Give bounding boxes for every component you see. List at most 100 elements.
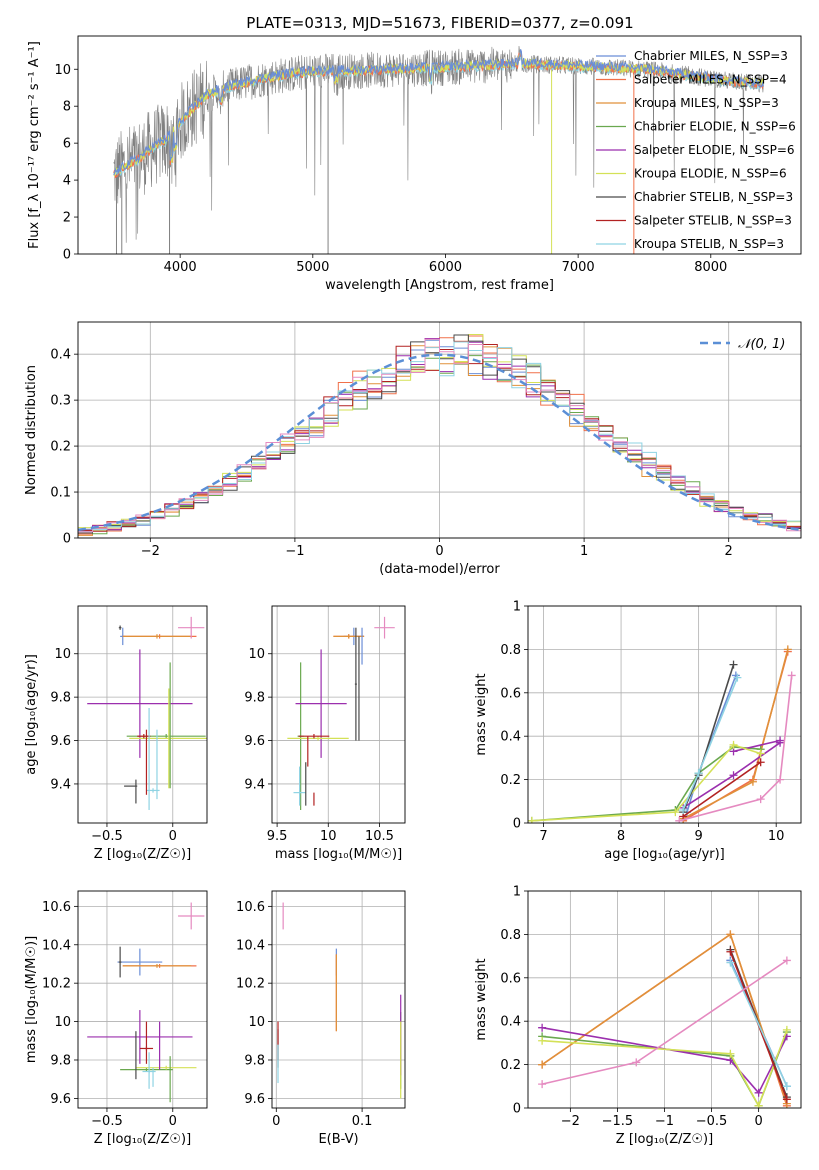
y-tick-label: 10 bbox=[54, 63, 71, 78]
plot-area bbox=[113, 45, 764, 254]
y-tick-label: 9.4 bbox=[244, 777, 265, 792]
legend-label: Salpeter MILES, N_SSP=4 bbox=[634, 73, 787, 87]
axes: 4000 5000 6000 7000 8000 0 2 4 6 8 10 wavelength [A… bbox=[27, 35, 802, 293]
weight-marker bbox=[776, 775, 785, 784]
x-axis-label: Z [log₁₀(Z/Z☉)] bbox=[94, 1132, 191, 1147]
panel-spectrum: 4000 5000 6000 7000 8000 0 2 4 6 8 10 wavelength [A… bbox=[27, 35, 802, 293]
model-spectrum-chabrier-miles bbox=[113, 49, 764, 176]
y-tick-label: 9.8 bbox=[244, 1053, 265, 1068]
x-tick-label: −1.5 bbox=[602, 1114, 634, 1129]
y-tick-label: 10 bbox=[54, 1015, 71, 1030]
y-axis-label: mass weight bbox=[474, 673, 489, 755]
y-tick-label: 6 bbox=[63, 137, 71, 152]
x-tick-label: 8 bbox=[617, 829, 625, 844]
weight-marker bbox=[726, 947, 735, 956]
x-tick-label: 9.5 bbox=[267, 829, 288, 844]
weight-marker bbox=[754, 1088, 763, 1097]
plot-area bbox=[538, 930, 791, 1108]
errorbar-point bbox=[118, 946, 122, 978]
weight-line bbox=[541, 1026, 788, 1095]
legend-label: Salpeter STELIB, N_SSP=3 bbox=[634, 214, 792, 228]
errorbar-point bbox=[298, 734, 330, 739]
weight-marker bbox=[733, 673, 742, 682]
weight-marker bbox=[776, 736, 785, 745]
y-tick-label: 10.6 bbox=[236, 900, 265, 915]
weight-marker bbox=[787, 671, 796, 680]
errorbar-point bbox=[287, 736, 349, 741]
legend-label: Chabrier ELODIE, N_SSP=6 bbox=[634, 120, 796, 134]
x-tick-label: 7 bbox=[539, 829, 547, 844]
x-tick-label: 4000 bbox=[164, 260, 197, 275]
plot-area bbox=[78, 334, 801, 536]
y-tick-label: 9.8 bbox=[244, 691, 265, 706]
y-tick-label: 1 bbox=[513, 885, 521, 900]
y-tick-label: 0.4 bbox=[500, 730, 521, 745]
weight-marker bbox=[756, 749, 765, 758]
x-tick-label: 0 bbox=[169, 829, 177, 844]
weight-marker bbox=[754, 1101, 763, 1108]
panel-weight-vs-age: 7 8 9 10 0 0.2 0.4 0.6 0.8 1 age [log₁₀(age/yr)] ma… bbox=[474, 600, 802, 862]
y-tick-label: 0.2 bbox=[50, 440, 71, 455]
y-axis-label: mass weight bbox=[474, 958, 489, 1040]
y-tick-label: 2 bbox=[63, 211, 71, 226]
weight-line bbox=[682, 761, 762, 818]
x-tick-label: −0.5 bbox=[91, 829, 123, 844]
axes-frame bbox=[77, 321, 802, 539]
axes-frame bbox=[527, 890, 802, 1109]
axes-frame bbox=[77, 890, 208, 1109]
weight-marker bbox=[782, 1082, 791, 1091]
y-tick-label: 9.6 bbox=[50, 1092, 71, 1107]
y-tick-label: 9.4 bbox=[50, 777, 71, 792]
figure-title: PLATE=0313, MJD=51673, FIBERID=0377, z=0… bbox=[246, 14, 633, 32]
x-tick-label: 0 bbox=[754, 1114, 762, 1129]
y-tick-label: 0 bbox=[63, 532, 71, 547]
grid bbox=[528, 605, 801, 824]
x-tick-label: 7000 bbox=[562, 260, 595, 275]
x-tick-label: −0.5 bbox=[91, 1114, 123, 1129]
y-tick-label: 0 bbox=[513, 1102, 521, 1117]
plot-area bbox=[528, 645, 796, 823]
axes-frame bbox=[77, 35, 802, 255]
legend-label: Salpeter ELODIE, N_SSP=6 bbox=[634, 143, 795, 157]
plot-area bbox=[87, 902, 205, 1103]
y-tick-label: 0.1 bbox=[50, 486, 71, 501]
y-axis-label: Flux [f_λ 10⁻¹⁷ erg cm⁻² s⁻¹ A⁻¹] bbox=[27, 41, 42, 249]
weight-marker bbox=[782, 956, 791, 965]
weight-marker bbox=[538, 1036, 547, 1045]
y-tick-label: 9.6 bbox=[50, 734, 71, 749]
x-axis-label: age [log₁₀(age/yr)] bbox=[604, 847, 725, 862]
x-tick-label: 6000 bbox=[429, 260, 462, 275]
weight-marker bbox=[729, 660, 738, 669]
errorbar-point bbox=[118, 625, 122, 630]
weight-marker bbox=[783, 645, 792, 654]
y-tick-label: 0.8 bbox=[500, 643, 521, 658]
y-tick-label: 9.6 bbox=[244, 734, 265, 749]
panel-residuals: −2 −1 0 1 2 0 0.1 0.2 0.3 0.4 (data-model)/error No… bbox=[24, 321, 802, 577]
weight-marker bbox=[726, 930, 735, 939]
x-tick-label: 10.5 bbox=[365, 829, 394, 844]
errorbar-point bbox=[137, 734, 151, 739]
plot-area bbox=[87, 616, 207, 810]
x-tick-label: 5000 bbox=[296, 260, 329, 275]
legend-label: Kroupa MILES, N_SSP=3 bbox=[634, 96, 779, 110]
legend: 𝒩(0, 1) bbox=[700, 337, 785, 352]
weight-marker bbox=[632, 1058, 641, 1067]
x-tick-label: −1 bbox=[285, 544, 304, 559]
y-tick-label: 0.6 bbox=[500, 971, 521, 986]
x-tick-label: −0.5 bbox=[696, 1114, 728, 1129]
axes: 0 0.1 9.6 9.8 10 10.2 10.4 10.6 E(B-V) bbox=[236, 890, 406, 1147]
y-axis-label: age [log₁₀(age/yr)] bbox=[24, 654, 39, 775]
grid bbox=[272, 891, 405, 1108]
errorbar-point bbox=[178, 902, 205, 930]
grid bbox=[78, 606, 207, 823]
x-tick-label: 0 bbox=[435, 544, 443, 559]
axes-frame bbox=[527, 605, 802, 824]
x-tick-label: 0.1 bbox=[352, 1114, 373, 1129]
y-tick-label: 0.3 bbox=[50, 394, 71, 409]
panel-weight-vs-Z: −2 −1.5 −1 −0.5 0 0 0.2 0.4 0.6 0.8 1 Z [log₁₀(Z/Z☉… bbox=[474, 885, 802, 1147]
x-tick-label: 2 bbox=[725, 544, 733, 559]
errorbar-point bbox=[374, 616, 395, 639]
weight-marker bbox=[679, 805, 688, 814]
panel-age-vs-Z: −0.5 0 9.4 9.6 9.8 10 Z [log₁₀(Z/Z☉)] age [log₁… bbox=[24, 605, 208, 862]
grid bbox=[78, 891, 207, 1108]
